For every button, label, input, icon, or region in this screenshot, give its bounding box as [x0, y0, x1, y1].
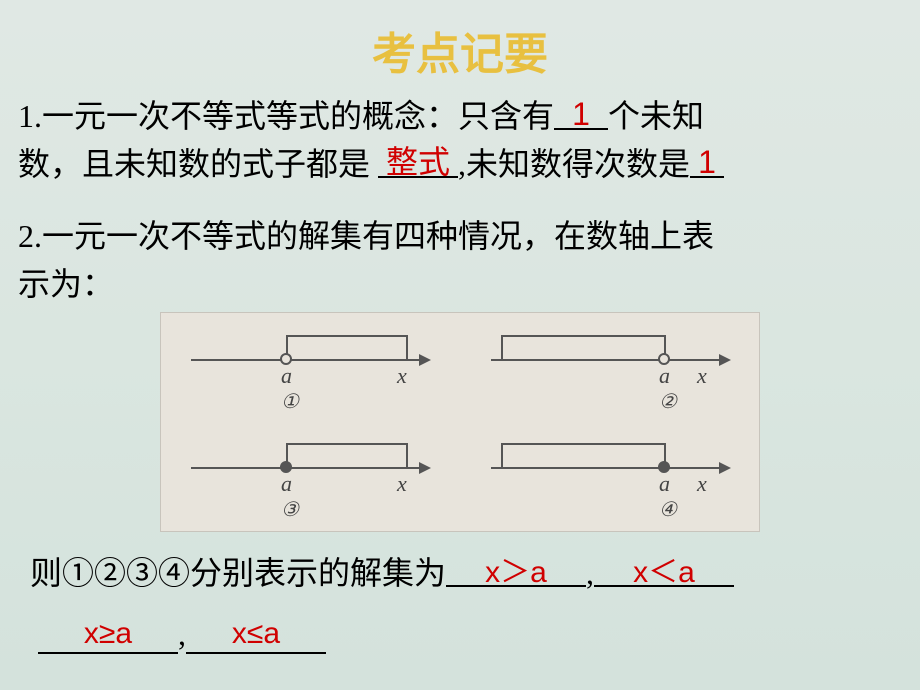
blank-1: 1 [554, 92, 608, 130]
axis [191, 359, 421, 361]
paragraph-1: 1.一元一次不等式等式的概念：只含有 1 个未知 数，且未知数的式子都是 整式,未知… [0, 92, 920, 188]
horizontal-bracket [501, 335, 664, 337]
arrow-icon [719, 354, 731, 366]
p1-text-c: 数，且未知数的式子都是 [18, 146, 370, 182]
vertical-bracket-end [406, 443, 408, 469]
horizontal-bracket [286, 443, 406, 445]
p1-text-d: ,未知数得次数是 [458, 146, 690, 182]
a-label: a [659, 471, 670, 497]
answer-3: x≥a [84, 617, 132, 650]
p2-text-a: 2.一元一次不等式的解集有四种情况，在数轴上表 [18, 218, 714, 254]
circle-label-4: ④ [653, 497, 683, 522]
fill-3: 1 [698, 144, 716, 180]
answer-blank-4: x≤a [186, 616, 326, 654]
x-label: x [397, 363, 407, 389]
answers-prefix: 则①②③④分别表示的解集为 [30, 555, 446, 591]
answer-4: x≤a [232, 617, 280, 650]
numline-1: a x ① [181, 325, 441, 415]
numline-3: a x ③ [181, 433, 441, 523]
numline-2: a x ② [481, 325, 741, 415]
a-label: a [659, 363, 670, 389]
axis [491, 359, 721, 361]
answer-blank-2: x＜a [594, 549, 734, 587]
comma-1: , [586, 555, 594, 591]
x-label: x [397, 471, 407, 497]
paragraph-2: 2.一元一次不等式的解集有四种情况，在数轴上表 示为： [0, 212, 920, 308]
arrow-icon [719, 462, 731, 474]
fill-1: 1 [572, 96, 590, 132]
a-label: a [281, 363, 292, 389]
fill-2: 整式 [386, 144, 450, 180]
p1-text-b: 个未知 [608, 98, 704, 134]
answer-2: x＜a [633, 556, 695, 589]
numline-4: a x ④ [481, 433, 741, 523]
p2-text-b: 示为： [18, 266, 114, 302]
arrow-icon [419, 462, 431, 474]
vertical-bracket-end [501, 335, 503, 361]
circle-label-3: ③ [275, 497, 305, 522]
answer-blank-3: x≥a [38, 616, 178, 654]
a-label: a [281, 471, 292, 497]
horizontal-bracket [501, 443, 664, 445]
number-line-diagram: a x ① a x ② a x ③ a x ④ [160, 312, 760, 532]
circle-label-2: ② [653, 389, 683, 414]
circle-label-1: ① [275, 389, 305, 414]
blank-3: 1 [690, 140, 724, 178]
comma-2: , [178, 616, 186, 652]
blank-2: 整式 [378, 140, 458, 178]
answer-blank-1: x＞a [446, 549, 586, 587]
x-label: x [697, 363, 707, 389]
answers-line-1: 则①②③④分别表示的解集为 x＞a, x＜a [0, 548, 920, 594]
p1-text-a: 1.一元一次不等式等式的概念：只含有 [18, 98, 554, 134]
answers-line-2: x≥a, x≤a [0, 616, 920, 654]
x-label: x [697, 471, 707, 497]
page-title: 考点记要 [0, 0, 920, 92]
vertical-bracket-end [501, 443, 503, 469]
answer-1: x＞a [485, 556, 547, 589]
axis [491, 467, 721, 469]
horizontal-bracket [286, 335, 406, 337]
axis [191, 467, 421, 469]
vertical-bracket-end [406, 335, 408, 361]
arrow-icon [419, 354, 431, 366]
